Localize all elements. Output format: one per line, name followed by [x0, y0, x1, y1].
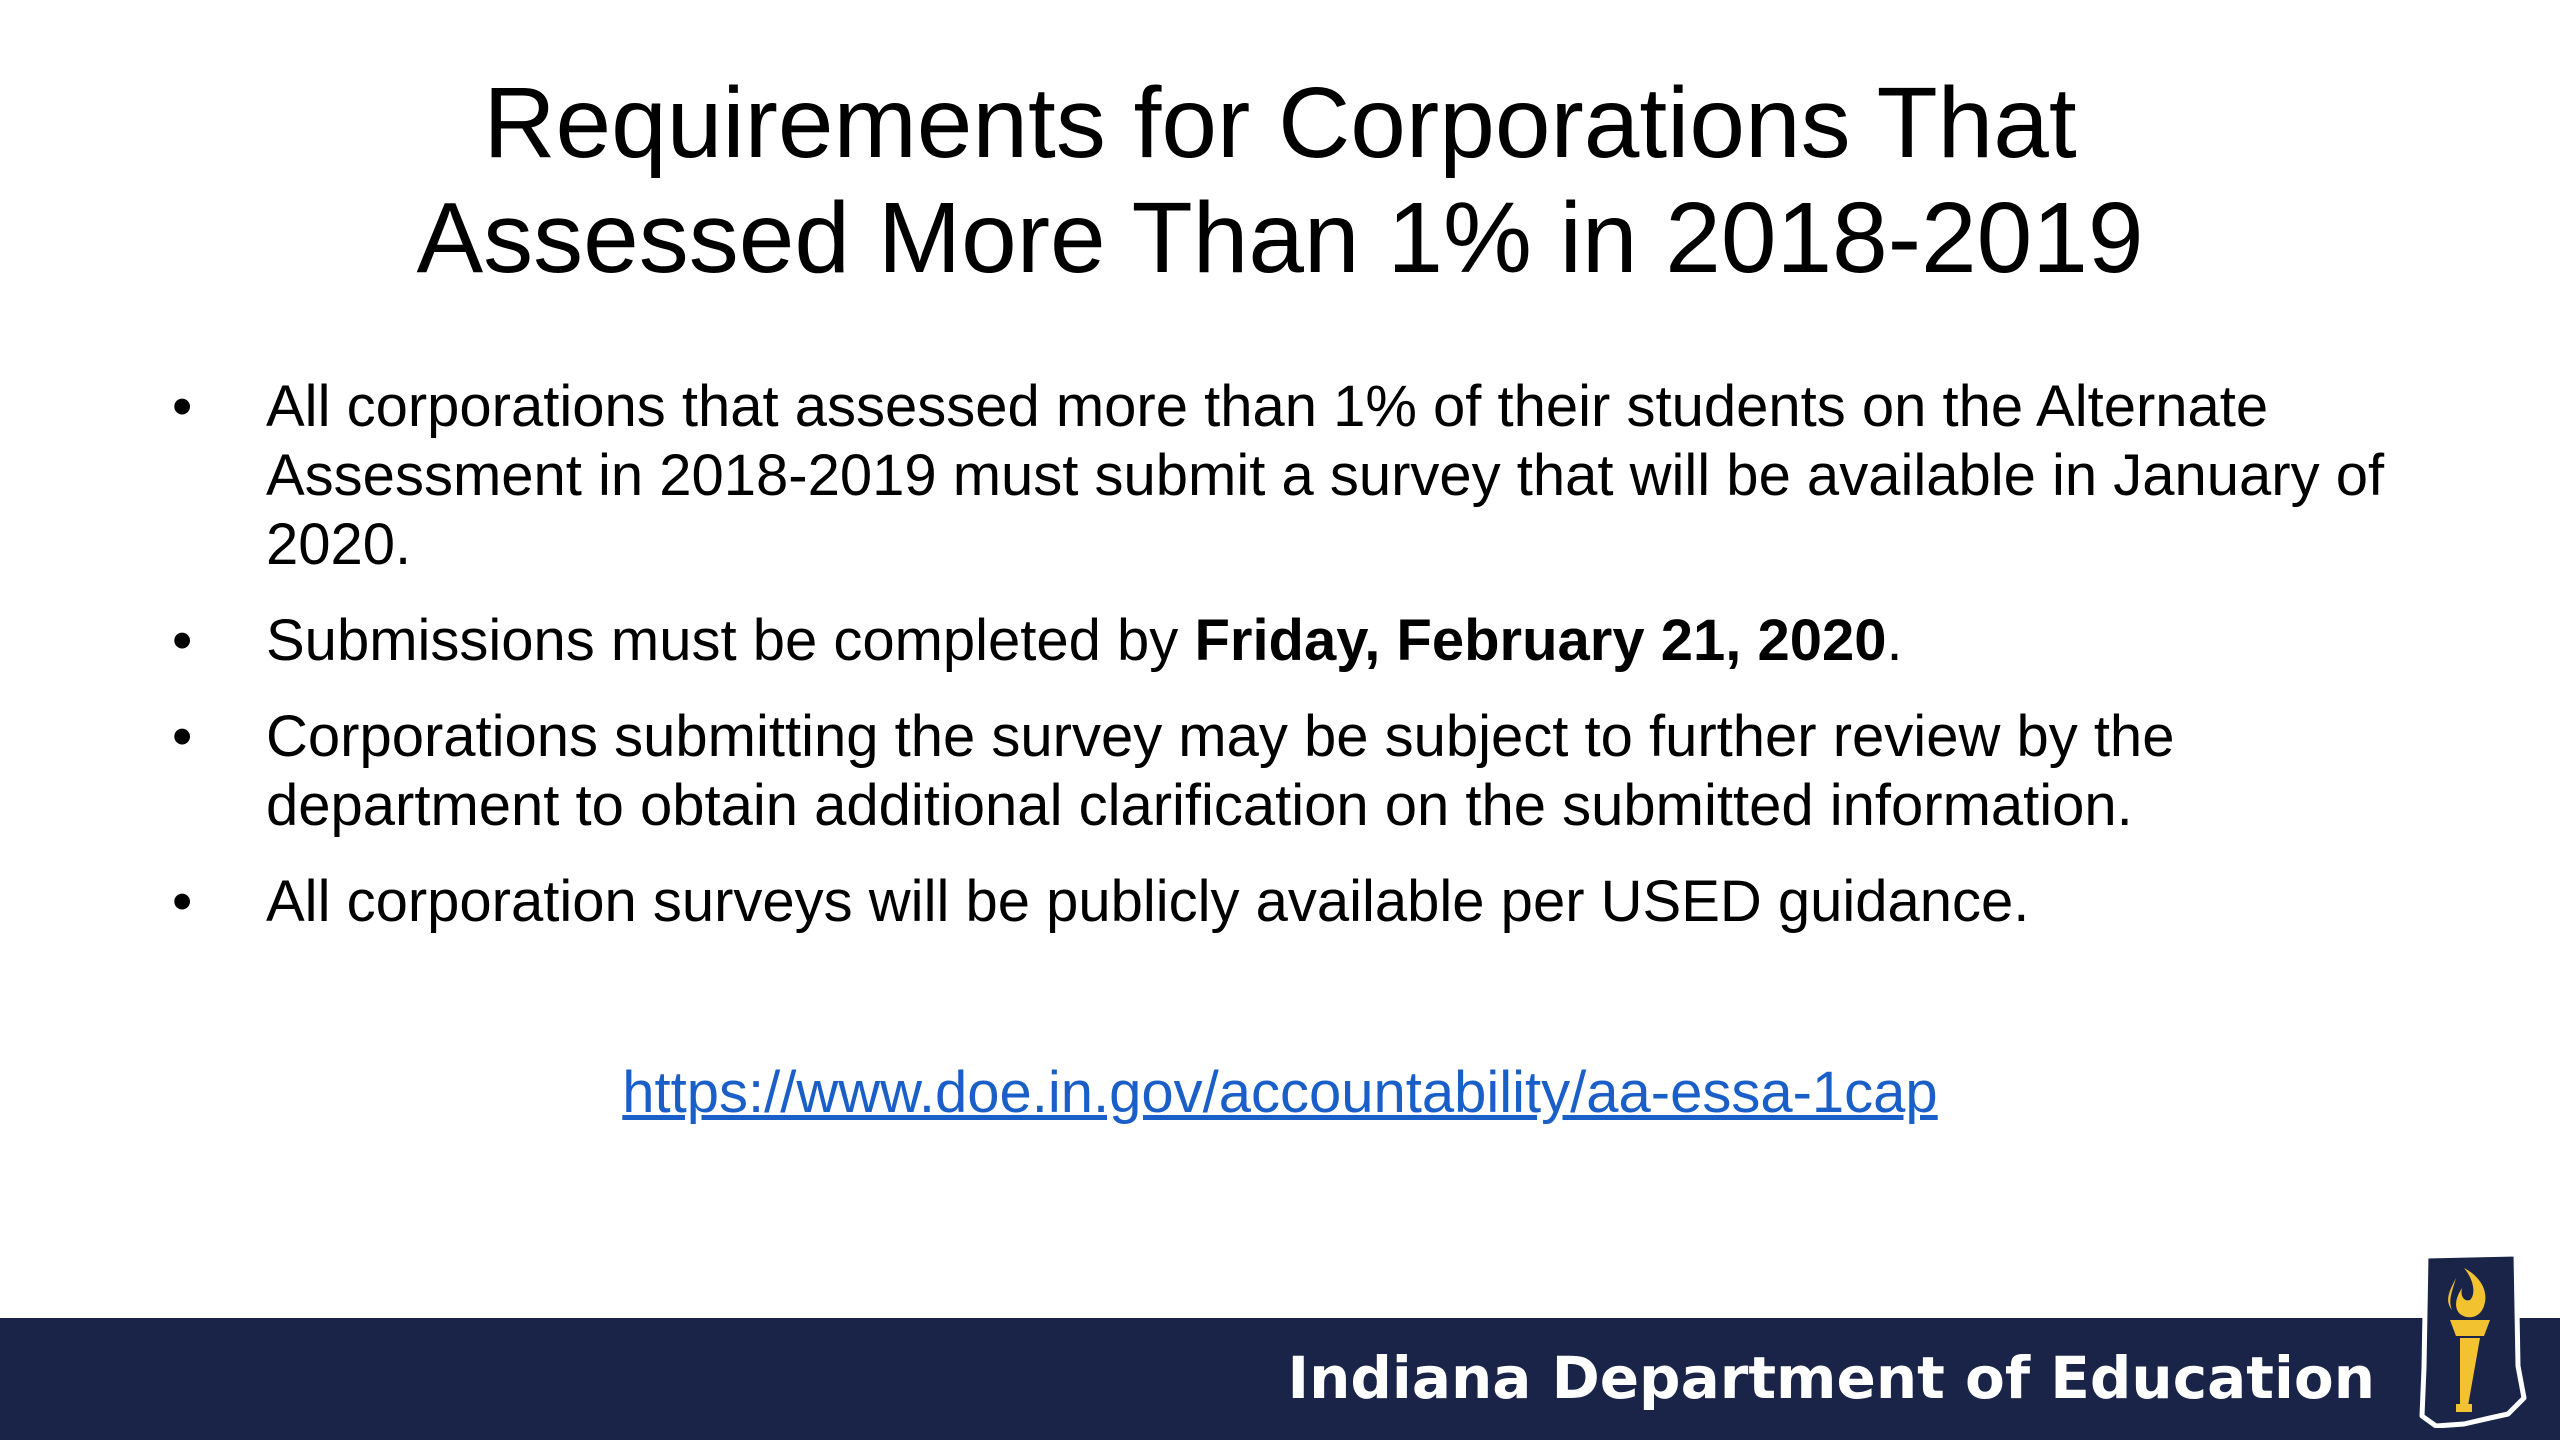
bullet-marker: • [172, 608, 193, 673]
footer-org-name: Indiana Department of Education [1287, 1344, 2375, 1412]
bullet-text: Corporations submitting the survey may b… [266, 704, 2174, 838]
indiana-torch-logo-icon [2419, 1251, 2527, 1428]
bullet-item-3: • Corporations submitting the survey may… [172, 702, 2432, 840]
bullet-text-segment: Corporations submitting the survey may b… [266, 704, 2175, 838]
slide-title: Requirements for Corporations That Asses… [0, 66, 2560, 296]
bullet-text-segment: . [1886, 608, 1903, 673]
slide-title-line-2: Assessed More Than 1% in 2018-2019 [416, 182, 2144, 294]
bullet-marker: • [172, 704, 193, 769]
slide-title-line-1: Requirements for Corporations That [483, 67, 2077, 179]
bullet-marker: • [172, 374, 193, 439]
bullet-marker: • [172, 869, 193, 934]
bullet-text-segment: All corporations that assessed more than… [266, 374, 2385, 577]
bullet-text-segment: All corporation surveys will be publicly… [266, 869, 2030, 934]
bullet-list: • All corporations that assessed more th… [172, 372, 2432, 963]
footer-bar [0, 1318, 2560, 1440]
bullet-text: Submissions must be completed by Friday,… [266, 608, 1903, 673]
deadline-date: Friday, February 21, 2020 [1194, 608, 1887, 673]
doe-accountability-link[interactable]: https://www.doe.in.gov/accountability/aa… [622, 1060, 1938, 1125]
bullet-item-2: • Submissions must be completed by Frida… [172, 606, 2432, 675]
bullet-text: All corporation surveys will be publicly… [266, 869, 2029, 934]
bullet-item-4: • All corporation surveys will be public… [172, 867, 2432, 936]
bullet-item-1: • All corporations that assessed more th… [172, 372, 2432, 579]
bullet-text-segment: Submissions must be completed by [266, 608, 1195, 673]
bullet-text: All corporations that assessed more than… [266, 374, 2384, 577]
